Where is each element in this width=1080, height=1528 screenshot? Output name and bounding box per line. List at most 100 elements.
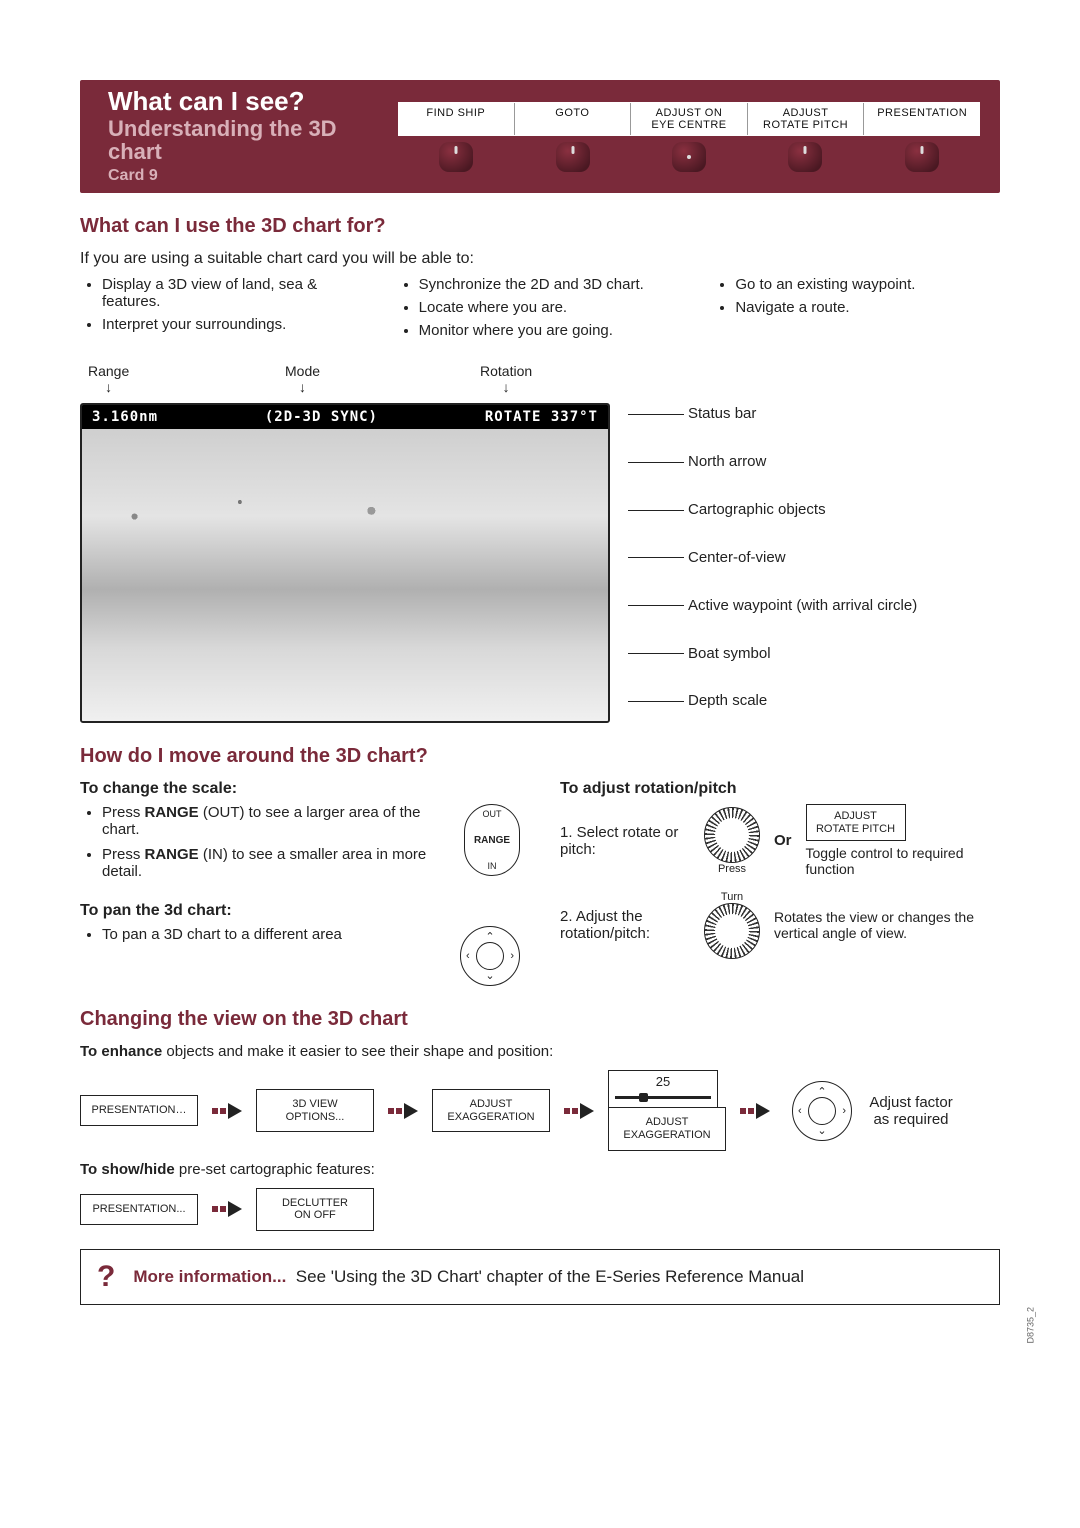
- rp-row-2: 2. Adjust the rotation/pitch: Turn Rotat…: [560, 891, 1000, 959]
- top-label-mode: Mode↓: [285, 363, 320, 395]
- softkey-box: 3D VIEW OPTIONS...: [256, 1089, 374, 1132]
- pan-button-icon: ⌃⌄‹›: [460, 926, 520, 986]
- card-number: Card 9: [108, 167, 368, 185]
- list-item: To pan a 3D chart to a different area: [102, 926, 520, 943]
- turn-label: Turn: [704, 891, 760, 903]
- arrow-icon: [212, 1201, 242, 1217]
- use-for-intro: If you are using a suitable chart card y…: [80, 250, 1000, 268]
- softkey-row: FIND SHIP GOTO ADJUST ON EYE CENTRE ADJU…: [398, 102, 980, 172]
- softkey-buttons: [398, 142, 980, 172]
- softkey-button[interactable]: [556, 142, 590, 172]
- header-band: What can I see? Understanding the 3D cha…: [80, 80, 1000, 193]
- subheading-rotation-pitch: To adjust rotation/pitch: [560, 780, 1000, 798]
- status-rotation: ROTATE 337°T: [475, 409, 608, 425]
- show-flow: PRESENTATION... DECLUTTER ON OFF: [80, 1188, 1000, 1231]
- enhance-flow: PRESENTATION… 3D VIEW OPTIONS... ADJUST …: [80, 1070, 1000, 1150]
- softkey-label-findship: FIND SHIP: [398, 103, 515, 135]
- adjust-note: Adjust factor as required: [866, 1094, 956, 1128]
- softkey-label-goto: GOTO: [515, 103, 632, 135]
- use-for-col3: Go to an existing waypoint. Navigate a r…: [713, 276, 1000, 316]
- terrain-view: [82, 429, 608, 721]
- softkey-label-adjust-on: ADJUST ON EYE CENTRE: [631, 103, 748, 135]
- rp-step1: 1. Select rotate or pitch:: [560, 824, 690, 858]
- rotary-dial-icon: [704, 807, 760, 863]
- top-label-rotation: Rotation↓: [480, 363, 532, 395]
- callout-label: Center-of-view: [688, 549, 917, 566]
- list-item: Monitor where you are going.: [419, 322, 684, 339]
- softkey-label-adjust-rotate: ADJUST ROTATE PITCH: [748, 103, 865, 135]
- range-out: OUT: [483, 809, 502, 819]
- callout-label: North arrow: [688, 453, 917, 470]
- more-info-text: More information... See 'Using the 3D Ch…: [133, 1267, 804, 1287]
- range-mid: RANGE: [474, 835, 510, 846]
- screen-wrap: Range↓ Mode↓ Rotation↓ 3.160nm (2D-3D SY…: [80, 363, 610, 723]
- list-item: Display a 3D view of land, sea & feature…: [102, 276, 367, 310]
- status-mode: (2D-3D SYNC): [168, 409, 475, 425]
- callout-label: Status bar: [688, 405, 917, 422]
- status-bar: 3.160nm (2D-3D SYNC) ROTATE 337°T: [82, 405, 608, 429]
- section-heading-use-for: What can I use the 3D chart for?: [80, 215, 1000, 238]
- list-item: Locate where you are.: [419, 299, 684, 316]
- rp-row-1: 1. Select rotate or pitch: Press Or ADJU…: [560, 804, 1000, 876]
- list-item: Go to an existing waypoint.: [735, 276, 1000, 293]
- list-item: Press RANGE (OUT) to see a larger area o…: [102, 804, 520, 838]
- list-item: Press RANGE (IN) to see a smaller area i…: [102, 846, 520, 880]
- list-item: Synchronize the 2D and 3D chart.: [419, 276, 684, 293]
- section-heading-move: How do I move around the 3D chart?: [80, 745, 1000, 768]
- show-lead: To show/hide pre-set cartographic featur…: [80, 1161, 1000, 1178]
- howto-right: To adjust rotation/pitch 1. Select rotat…: [560, 780, 1000, 986]
- softkey-label-presentation: PRESENTATION: [864, 103, 980, 135]
- rp-step2: 2. Adjust the rotation/pitch:: [560, 908, 690, 942]
- softkey-button[interactable]: [439, 142, 473, 172]
- or-label: Or: [774, 832, 792, 849]
- list-item: Navigate a route.: [735, 299, 1000, 316]
- softkey-button[interactable]: [905, 142, 939, 172]
- list-item: Interpret your surroundings.: [102, 316, 367, 333]
- diagram: Range↓ Mode↓ Rotation↓ 3.160nm (2D-3D SY…: [80, 363, 1000, 723]
- howto-left: To change the scale: OUT RANGE IN Press …: [80, 780, 520, 986]
- more-info-box: ? More information... See 'Using the 3D …: [80, 1249, 1000, 1305]
- use-for-columns: Display a 3D view of land, sea & feature…: [80, 276, 1000, 345]
- softkey-box: PRESENTATION…: [80, 1095, 198, 1126]
- slider-value: 25: [609, 1074, 717, 1089]
- title: What can I see?: [108, 88, 368, 115]
- callout-label: Depth scale: [688, 692, 917, 709]
- range-in: IN: [488, 861, 497, 871]
- subtitle: Understanding the 3D chart: [108, 117, 368, 163]
- screen-top-labels: Range↓ Mode↓ Rotation↓: [80, 363, 610, 399]
- callout-label: Cartographic objects: [688, 501, 917, 518]
- page: What can I see? Understanding the 3D cha…: [0, 0, 1080, 1365]
- arrow-icon: [740, 1103, 770, 1119]
- range-button-icon: OUT RANGE IN: [464, 804, 520, 876]
- diagram-right-labels: Status bar North arrow Cartographic obje…: [688, 363, 917, 719]
- softkey-box: ADJUST EXAGGERATION: [608, 1107, 726, 1150]
- press-label: Press: [704, 863, 760, 875]
- arrow-icon: [212, 1103, 242, 1119]
- status-range: 3.160nm: [82, 409, 168, 425]
- rp-note1: Toggle control to required function: [806, 845, 1000, 877]
- subheading-scale: To change the scale:: [80, 780, 520, 798]
- callout-label: Boat symbol: [688, 645, 917, 662]
- howto: To change the scale: OUT RANGE IN Press …: [80, 780, 1000, 986]
- softkey-button[interactable]: [672, 142, 706, 172]
- softkey-labels: FIND SHIP GOTO ADJUST ON EYE CENTRE ADJU…: [398, 102, 980, 136]
- use-for-col2: Synchronize the 2D and 3D chart. Locate …: [397, 276, 684, 339]
- softkey-box: PRESENTATION...: [80, 1194, 198, 1225]
- band-title-block: What can I see? Understanding the 3D cha…: [108, 88, 368, 185]
- rotary-dial-icon: [704, 903, 760, 959]
- subheading-pan: To pan the 3d chart:: [80, 902, 520, 920]
- document-code: D8735_2: [1026, 1307, 1036, 1344]
- enhance-lead: To enhance objects and make it easier to…: [80, 1043, 1000, 1060]
- softkey-box: DECLUTTER ON OFF: [256, 1188, 374, 1231]
- softkey-button[interactable]: [788, 142, 822, 172]
- pan-button-icon: ⌃⌄‹›: [792, 1081, 852, 1141]
- softkey-box: ADJUST EXAGGERATION: [432, 1089, 550, 1132]
- adjust-pill: ADJUST ROTATE PITCH: [806, 804, 906, 840]
- arrow-icon: [388, 1103, 418, 1119]
- arrow-icon: [564, 1103, 594, 1119]
- callout-label: Active waypoint (with arrival circle): [688, 597, 917, 614]
- slider-box: 25 ADJUST EXAGGERATION: [608, 1070, 726, 1150]
- use-for-col1: Display a 3D view of land, sea & feature…: [80, 276, 367, 333]
- screen: 3.160nm (2D-3D SYNC) ROTATE 337°T: [80, 403, 610, 723]
- section-heading-change-view: Changing the view on the 3D chart: [80, 1008, 1000, 1031]
